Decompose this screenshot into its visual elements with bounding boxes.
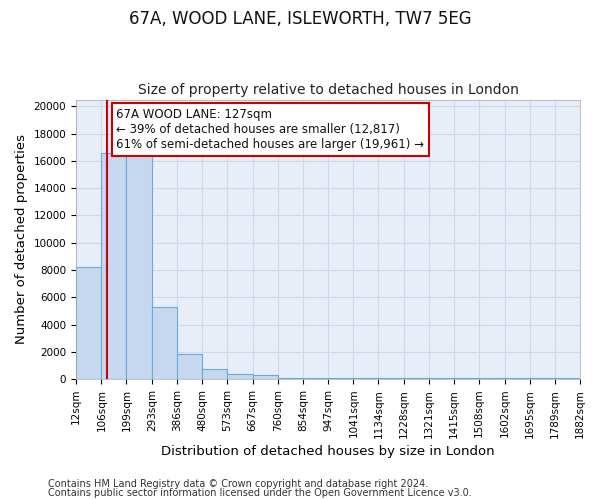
Bar [555,378,580,379]
Bar [127,152,152,379]
Bar [530,378,555,379]
Bar [379,378,404,379]
Bar [278,378,303,379]
Bar [479,378,505,379]
Bar [404,378,429,379]
Bar [177,354,202,379]
X-axis label: Distribution of detached houses by size in London: Distribution of detached houses by size … [161,444,495,458]
Bar [454,378,479,379]
Bar [152,307,177,379]
Title: Size of property relative to detached houses in London: Size of property relative to detached ho… [137,83,518,97]
Bar [353,378,379,379]
Bar [227,374,253,379]
Text: 67A WOOD LANE: 127sqm
← 39% of detached houses are smaller (12,817)
61% of semi-: 67A WOOD LANE: 127sqm ← 39% of detached … [116,108,424,151]
Bar [303,378,328,379]
Y-axis label: Number of detached properties: Number of detached properties [15,134,28,344]
Text: Contains public sector information licensed under the Open Government Licence v3: Contains public sector information licen… [48,488,472,498]
Bar [101,152,127,379]
Bar [76,268,101,379]
Bar [253,375,278,379]
Bar [505,378,530,379]
Bar [202,369,227,379]
Bar [429,378,454,379]
Bar [328,378,353,379]
Text: 67A, WOOD LANE, ISLEWORTH, TW7 5EG: 67A, WOOD LANE, ISLEWORTH, TW7 5EG [128,10,472,28]
Text: Contains HM Land Registry data © Crown copyright and database right 2024.: Contains HM Land Registry data © Crown c… [48,479,428,489]
